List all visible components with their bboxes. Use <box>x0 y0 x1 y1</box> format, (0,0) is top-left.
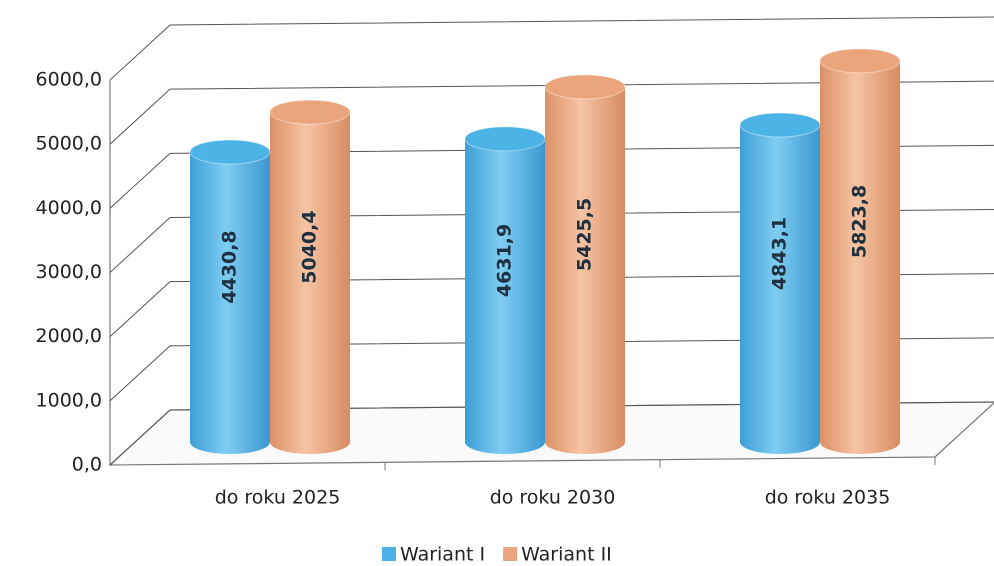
cylinder-top <box>819 48 901 74</box>
cylinder-top <box>189 139 271 165</box>
legend-swatch <box>382 547 396 561</box>
cylinder <box>270 112 350 454</box>
value-label: 5040,4 <box>299 210 321 283</box>
legend-swatch <box>503 547 518 561</box>
y-tick-label: 4000,0 <box>36 197 102 219</box>
cylinder <box>190 152 270 454</box>
cylinder-top <box>739 112 821 138</box>
grid-line <box>109 337 994 402</box>
grid-line <box>109 16 994 81</box>
grid-line <box>109 80 994 145</box>
grid-line <box>109 144 994 209</box>
value-label: 5823,8 <box>849 185 871 258</box>
grid-line <box>109 209 994 273</box>
y-tick-label: 0,0 <box>72 454 102 476</box>
value-label: 4631,9 <box>494 224 516 297</box>
cylinder <box>740 125 820 454</box>
grid-line <box>109 401 994 466</box>
cylinder-top <box>269 99 351 125</box>
cylinder <box>465 138 545 454</box>
grid-line <box>109 273 994 338</box>
cylinder-top <box>544 74 626 100</box>
value-label: 4430,8 <box>219 230 241 303</box>
y-tick-label: 6000,0 <box>36 69 102 91</box>
value-label: 4843,1 <box>769 217 791 290</box>
value-label: 5425,5 <box>574 198 596 271</box>
y-tick-label: 3000,0 <box>36 261 102 283</box>
legend-label: Wariant I <box>400 544 485 566</box>
cylinder <box>820 60 900 455</box>
x-tick-label: do roku 2025 <box>215 487 341 509</box>
cylinder <box>545 86 625 454</box>
y-tick-label: 1000,0 <box>36 389 102 411</box>
x-tick-label: do roku 2030 <box>490 487 616 509</box>
legend-label: Wariant II <box>521 544 612 566</box>
y-tick-label: 2000,0 <box>36 325 102 347</box>
cylinder-top <box>464 126 546 152</box>
x-tick-label: do roku 2035 <box>765 487 891 509</box>
y-tick-label: 5000,0 <box>36 133 102 155</box>
